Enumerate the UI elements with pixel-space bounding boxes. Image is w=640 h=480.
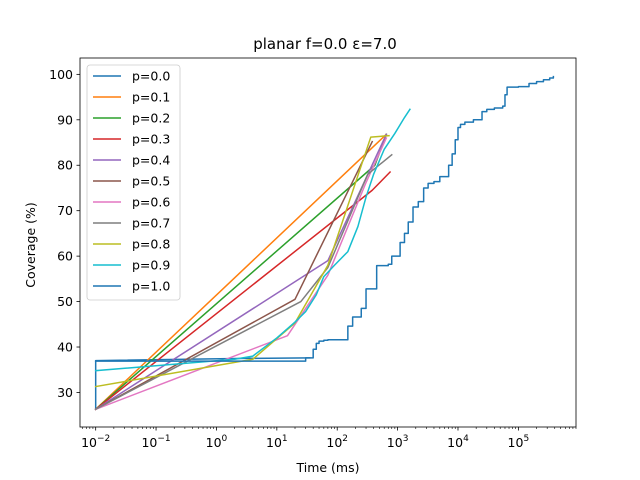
y-tick-label: 80 xyxy=(57,158,73,173)
y-tick-label: 40 xyxy=(57,340,73,355)
legend-label: p=1.0 xyxy=(132,279,170,294)
series-group xyxy=(94,75,555,411)
series-line-p-1-0 xyxy=(94,75,555,362)
y-tick-label: 70 xyxy=(57,203,73,218)
y-tick-label: 30 xyxy=(57,385,73,400)
legend-label: p=0.9 xyxy=(132,258,170,273)
x-tick-label: 100 xyxy=(206,434,228,450)
legend-label: p=0.3 xyxy=(132,132,170,147)
x-tick-label: 102 xyxy=(326,434,348,450)
y-axis-title: Coverage (%) xyxy=(23,202,38,288)
series-line-p-0-5 xyxy=(94,140,374,411)
legend-label: p=0.5 xyxy=(132,174,170,189)
y-tick-label: 60 xyxy=(57,249,73,264)
legend: p=0.0 p=0.1 p=0.2 p=0.3 p=0.4 p=0.5 p=0.6 p=0.7… xyxy=(86,64,181,301)
x-tick-label: 10−1 xyxy=(141,434,170,450)
legend-box xyxy=(86,64,181,301)
legend-label: p=0.4 xyxy=(132,153,170,168)
legend-label: p=0.2 xyxy=(132,111,170,126)
x-tick-label: 10−2 xyxy=(81,434,110,450)
legend-label: p=0.0 xyxy=(132,69,170,84)
y-tick-label: 90 xyxy=(57,112,73,127)
y-tick-label: 50 xyxy=(57,294,73,309)
x-tick-label: 104 xyxy=(447,434,469,450)
x-tick-label: 103 xyxy=(387,434,409,450)
legend-label: p=0.7 xyxy=(132,216,170,231)
series-line-p-0-1 xyxy=(94,133,388,411)
x-tick-label: 105 xyxy=(508,434,530,450)
x-tick-label: 101 xyxy=(266,434,288,450)
legend-label: p=0.6 xyxy=(132,195,170,210)
legend-label: p=0.1 xyxy=(132,90,170,105)
chart-title: planar f=0.0 ε=7.0 xyxy=(253,35,397,53)
series-line-p-0-3 xyxy=(94,170,392,411)
y-tick-label: 100 xyxy=(49,67,73,82)
legend-label: p=0.8 xyxy=(132,237,170,252)
series-line-p-0-8 xyxy=(94,134,390,388)
series-line-p-0-9 xyxy=(94,108,411,372)
series-line-p-0-0 xyxy=(94,357,311,411)
plot-area: 10−2 10−1 100 101 102 103 104 105 30 40 50 60 70 80 90… xyxy=(49,57,577,450)
x-axis-title: Time (ms) xyxy=(295,460,359,475)
